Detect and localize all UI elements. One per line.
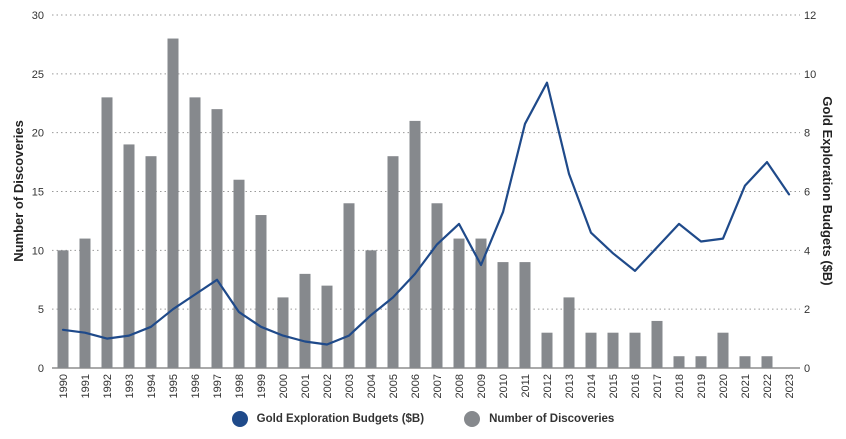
legend-swatch-budgets <box>231 411 248 427</box>
right-axis-ticks: 0 2 4 6 8 10 12 <box>804 10 816 375</box>
discoveries-bar <box>431 203 443 368</box>
x-axis-ticks: 1990 1991 1992 1993 1994 1995 1996 1997 1998 1999… <box>58 374 796 398</box>
x-tick-label: 2006 <box>410 374 422 398</box>
x-tick-label: 2001 <box>300 374 312 398</box>
discoveries-bar <box>651 320 663 368</box>
right-tick-label: 10 <box>804 69 816 81</box>
x-tick-label: 2013 <box>564 374 576 398</box>
budget-line <box>61 81 791 346</box>
discoveries-bar <box>343 203 355 368</box>
left-tick-label: 10 <box>32 245 44 257</box>
x-tick-label: 1996 <box>190 374 202 398</box>
legend-item-budgets: Gold Exploration Budgets ($B) <box>231 411 425 427</box>
x-tick-label: 1995 <box>168 374 180 398</box>
discoveries-bar <box>365 250 377 368</box>
discoveries-bar <box>255 215 267 368</box>
discoveries-bar <box>145 156 157 368</box>
right-tick-label: 4 <box>804 245 810 257</box>
discoveries-bar <box>387 156 399 368</box>
x-tick-label: 2014 <box>586 374 598 398</box>
x-tick-label: 1998 <box>234 374 246 398</box>
discoveries-bar <box>277 297 289 368</box>
discoveries-bar <box>57 250 69 368</box>
discoveries-bar <box>101 97 113 368</box>
x-tick-label: 1994 <box>146 374 158 398</box>
discoveries-bar <box>189 97 201 368</box>
discoveries-bar <box>321 285 333 368</box>
discoveries-bar <box>519 262 531 368</box>
x-tick-label: 1991 <box>80 374 92 398</box>
x-tick-label: 2011 <box>520 374 532 398</box>
left-tick-label: 0 <box>38 363 44 375</box>
legend-item-discoveries: Number of Discoveries <box>464 411 614 427</box>
discoveries-bar <box>739 356 751 368</box>
x-tick-label: 2018 <box>674 374 686 398</box>
x-tick-label: 1999 <box>256 374 268 398</box>
discoveries-bar <box>233 179 245 368</box>
x-tick-label: 2012 <box>542 374 554 398</box>
discoveries-bar <box>607 332 619 368</box>
x-tick-label: 2022 <box>762 374 774 398</box>
x-tick-label: 2020 <box>718 374 730 398</box>
x-tick-label: 2008 <box>454 374 466 398</box>
x-tick-label: 2000 <box>278 374 290 398</box>
x-tick-label: 2005 <box>388 374 400 398</box>
legend-label-budgets: Gold Exploration Budgets ($B) <box>256 413 425 425</box>
right-tick-label: 0 <box>804 363 810 375</box>
discoveries-bar <box>167 38 179 369</box>
x-tick-label: 1993 <box>124 374 136 398</box>
x-tick-label: 2007 <box>432 374 444 398</box>
x-tick-label: 2019 <box>696 374 708 398</box>
discoveries-bar <box>761 356 773 368</box>
right-tick-label: 8 <box>804 128 810 140</box>
right-tick-label: 6 <box>804 187 810 199</box>
discoveries-bars <box>57 38 773 369</box>
discoveries-bar <box>123 144 135 368</box>
left-axis-ticks: 0 5 10 15 20 25 30 <box>32 10 44 375</box>
legend: Gold Exploration Budgets ($B) Number of … <box>0 411 846 427</box>
discoveries-bar <box>453 238 465 368</box>
x-tick-label: 2023 <box>784 374 796 398</box>
budget-line-series <box>61 81 791 346</box>
left-axis-title: Number of Discoveries <box>11 120 26 262</box>
discoveries-bar <box>629 332 641 368</box>
left-tick-label: 5 <box>38 304 44 316</box>
discoveries-bar <box>695 356 707 368</box>
discoveries-bar <box>475 238 487 368</box>
x-tick-label: 2017 <box>652 374 664 398</box>
x-tick-label: 2009 <box>476 374 488 398</box>
x-tick-label: 1990 <box>58 374 70 398</box>
x-tick-label: 2021 <box>740 374 752 398</box>
x-tick-label: 2016 <box>630 374 642 398</box>
discoveries-bar <box>585 332 597 368</box>
legend-label-discoveries: Number of Discoveries <box>489 413 615 425</box>
x-tick-label: 1997 <box>212 374 224 398</box>
left-tick-label: 25 <box>32 69 44 81</box>
right-tick-label: 12 <box>804 10 816 22</box>
discoveries-bar <box>211 109 223 368</box>
right-axis-title: Gold Exploration Budgets ($B) <box>820 96 835 285</box>
x-tick-label: 1992 <box>102 374 114 398</box>
discoveries-bar <box>409 120 421 369</box>
discoveries-bar <box>541 332 553 368</box>
x-tick-label: 2010 <box>498 374 510 398</box>
x-tick-label: 2015 <box>608 374 620 398</box>
left-tick-label: 15 <box>32 187 44 199</box>
left-tick-label: 30 <box>32 10 44 22</box>
discoveries-bar <box>717 332 729 368</box>
discoveries-bar <box>563 297 575 368</box>
x-tick-label: 2004 <box>366 374 378 398</box>
right-tick-label: 2 <box>804 304 810 316</box>
left-tick-label: 20 <box>32 128 44 140</box>
discoveries-bar <box>497 262 509 368</box>
discoveries-bar <box>673 356 685 368</box>
discoveries-bar <box>299 273 311 368</box>
discoveries-bar <box>79 238 91 368</box>
legend-swatch-discoveries <box>464 411 481 427</box>
x-tick-label: 2003 <box>344 374 356 398</box>
x-tick-label: 2002 <box>322 374 334 398</box>
